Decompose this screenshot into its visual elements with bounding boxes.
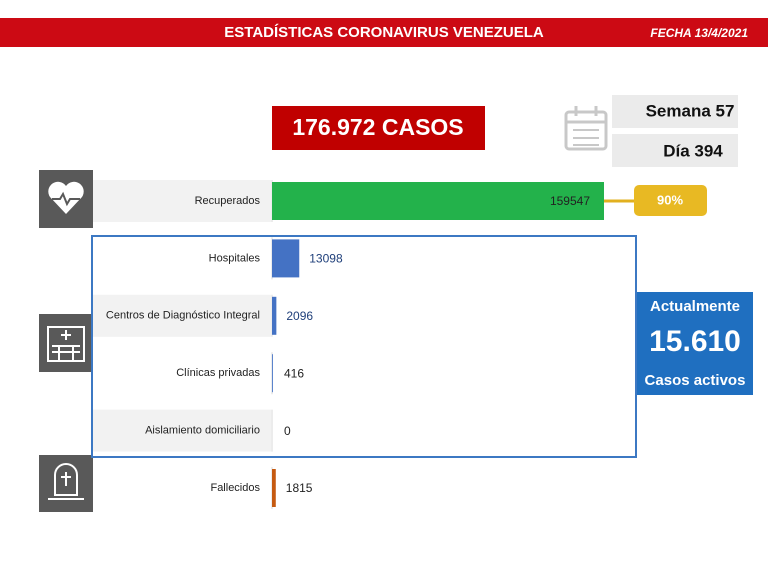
- label-background: [93, 294, 271, 337]
- category-label: Centros de Diagnóstico Integral: [106, 310, 260, 322]
- heart-icon: [39, 170, 93, 228]
- bar: [272, 182, 604, 220]
- label-background: [93, 180, 271, 222]
- category-label: Recuperados: [195, 195, 261, 207]
- value-label: 1815: [286, 481, 313, 495]
- value-label: 0: [284, 424, 291, 438]
- share-badge: [634, 185, 707, 216]
- active-value: 15.610: [649, 325, 741, 358]
- bar: [272, 239, 300, 278]
- recovered-share: 90%: [657, 192, 683, 207]
- total-box: [272, 106, 485, 150]
- day: Día 394: [663, 141, 723, 160]
- value-label: 416: [284, 366, 304, 380]
- category-label: Fallecidos: [210, 482, 260, 494]
- active-caption: Casos activos: [645, 372, 746, 389]
- header-bar: [0, 18, 768, 47]
- header-date: FECHA 13/4/2021: [650, 26, 748, 40]
- value-label: 159547: [550, 194, 590, 208]
- total-cases: 176.972 CASOS: [292, 114, 463, 140]
- week: Semana 57: [646, 101, 735, 120]
- calendar-icon: [564, 106, 608, 151]
- category-label: Aislamiento domiciliario: [145, 425, 260, 437]
- week-box: [612, 95, 738, 128]
- day-box: [612, 134, 738, 167]
- bar: [272, 469, 276, 507]
- hospitalized-frame: [91, 235, 637, 458]
- category-label: Hospitales: [209, 252, 261, 264]
- hospital-icon: [39, 314, 93, 372]
- bar: [272, 354, 273, 393]
- tombstone-icon: [39, 455, 93, 512]
- category-label: Clínicas privadas: [176, 367, 260, 379]
- bar: [272, 296, 277, 335]
- value-label: 13098: [309, 252, 343, 266]
- header-title: ESTADÍSTICAS CORONAVIRUS VENEZUELA: [224, 24, 544, 41]
- label-background: [93, 409, 271, 452]
- value-label: 2096: [286, 309, 313, 323]
- active-box: [637, 292, 753, 395]
- active-label: Actualmente: [650, 298, 740, 315]
